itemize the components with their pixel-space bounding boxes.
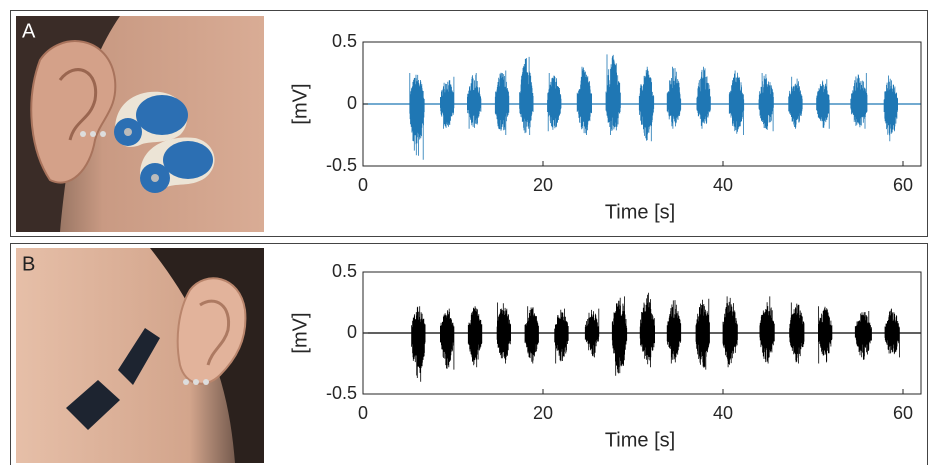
emg-burst bbox=[411, 306, 426, 382]
y-tick-label: 0 bbox=[347, 322, 357, 342]
x-axis-label: Time [s] bbox=[605, 429, 675, 451]
emg-burst bbox=[440, 76, 455, 129]
emg-burst bbox=[494, 70, 510, 135]
emg-burst bbox=[409, 73, 425, 160]
y-tick-label: -0.5 bbox=[326, 155, 357, 175]
emg-burst bbox=[519, 56, 534, 135]
y-tick-label: 0.5 bbox=[332, 261, 357, 281]
emg-burst bbox=[722, 296, 738, 368]
x-tick-label: 60 bbox=[893, 403, 913, 423]
emg-burst bbox=[666, 66, 682, 129]
y-axis-label: [mV] bbox=[289, 312, 311, 353]
emg-burst bbox=[883, 75, 898, 142]
emg-burst bbox=[695, 298, 710, 370]
y-tick-label: 0.5 bbox=[332, 31, 357, 51]
x-tick-label: 0 bbox=[358, 403, 368, 423]
x-tick-label: 60 bbox=[893, 175, 913, 195]
x-tick-label: 0 bbox=[358, 175, 368, 195]
emg-burst bbox=[440, 308, 455, 370]
emg-burst bbox=[639, 292, 655, 368]
emg-burst bbox=[554, 308, 569, 364]
emg-burst bbox=[816, 79, 830, 129]
panel-label: A bbox=[22, 20, 36, 42]
panel-label: B bbox=[22, 253, 35, 275]
x-axis-label: Time [s] bbox=[605, 201, 675, 223]
emg-burst bbox=[884, 308, 900, 358]
photo-a: A bbox=[16, 16, 264, 232]
x-tick-label: 20 bbox=[533, 175, 553, 195]
emg-burst bbox=[759, 296, 775, 364]
emg-burst bbox=[818, 306, 833, 364]
x-tick-label: 40 bbox=[713, 175, 733, 195]
x-tick-label: 40 bbox=[713, 403, 733, 423]
emg-burst bbox=[547, 73, 562, 132]
emg-burst bbox=[854, 311, 872, 360]
photo-b: B bbox=[16, 248, 264, 463]
emg-burst bbox=[467, 73, 482, 129]
emg-burst bbox=[788, 76, 803, 129]
panel-frame bbox=[10, 243, 928, 465]
emg-burst bbox=[758, 73, 774, 132]
panel-frame bbox=[10, 10, 928, 237]
emg-burst bbox=[638, 66, 655, 142]
emg-burst bbox=[467, 306, 483, 368]
emg-burst bbox=[789, 302, 805, 364]
x-tick-label: 20 bbox=[533, 403, 553, 423]
y-tick-label: -0.5 bbox=[326, 383, 357, 403]
emg-burst bbox=[666, 300, 682, 364]
emg-burst bbox=[611, 296, 628, 376]
emg-burst bbox=[728, 70, 745, 135]
emg-burst bbox=[696, 66, 711, 129]
emg-burst bbox=[584, 308, 600, 358]
emg-burst bbox=[576, 66, 592, 135]
y-tick-label: 0 bbox=[347, 93, 357, 113]
emg-burst bbox=[605, 54, 621, 135]
y-axis-label: [mV] bbox=[289, 83, 311, 124]
emg-burst bbox=[496, 302, 511, 364]
emg-burst bbox=[524, 306, 539, 364]
emg-burst bbox=[850, 73, 868, 129]
